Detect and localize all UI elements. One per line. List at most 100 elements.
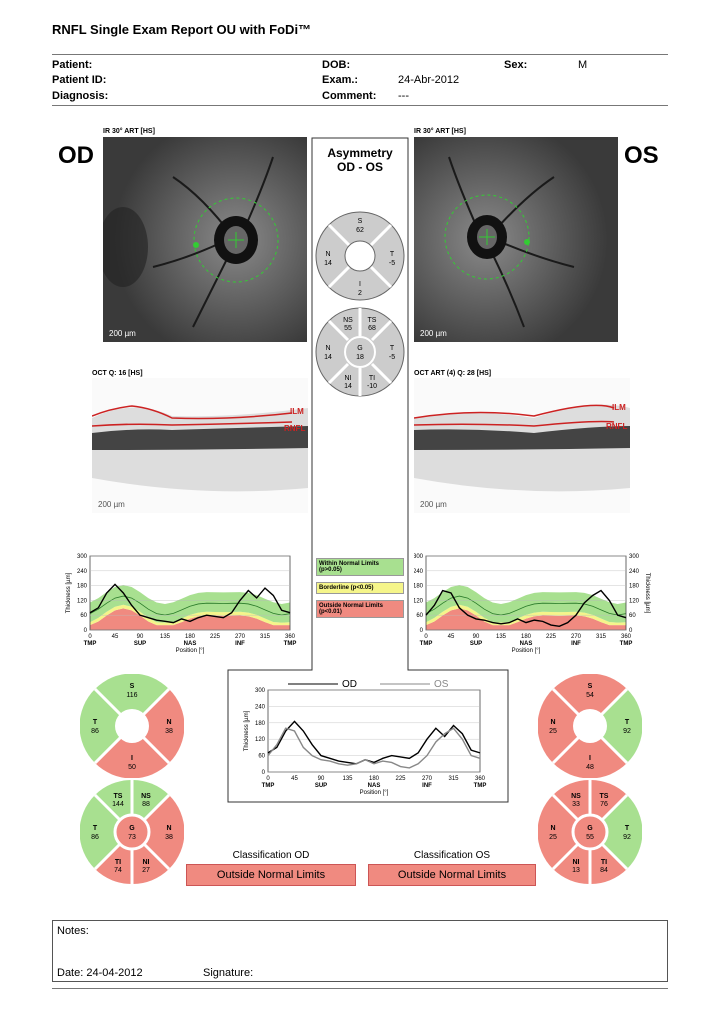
legend-within: Within Normal Limits (p>0.05) xyxy=(316,558,404,576)
svg-text:T: T xyxy=(390,345,395,352)
legend-borderline: Borderline (p<0.05) xyxy=(316,582,404,594)
os-fundus-scale: 200 µm xyxy=(420,329,447,338)
patient-label: Patient: xyxy=(52,59,93,71)
y-tick-label: 0 xyxy=(420,628,424,634)
od-ilm-label: ILM xyxy=(290,407,304,416)
y-axis-label: Thickness [µm] xyxy=(66,572,72,613)
svg-text:TS: TS xyxy=(368,317,377,324)
region-label: TMP xyxy=(84,641,97,647)
od-ti-value: 74 xyxy=(114,867,122,874)
os-ns-value: 33 xyxy=(572,801,580,808)
svg-text:G: G xyxy=(129,825,135,832)
y-tick-label: 240 xyxy=(77,569,88,575)
x-tick-label: 270 xyxy=(235,634,246,640)
y-tick-label-right: 60 xyxy=(629,613,636,619)
y-tick-label: 300 xyxy=(414,554,424,560)
notes-box[interactable]: Notes: Date: 24-04-2012 Signature: xyxy=(52,920,668,982)
region-label: NAS xyxy=(184,641,197,647)
x-axis-label: Position [°] xyxy=(512,648,541,654)
os-ilm-label: ILM xyxy=(612,403,626,412)
comment-label: Comment: xyxy=(322,90,377,102)
asym-t-value: -5 xyxy=(389,260,395,267)
os-bscan-scale: 200 µm xyxy=(420,500,447,509)
os-ts-value: 76 xyxy=(600,801,608,808)
x-tick-label: 270 xyxy=(571,634,582,640)
os-oct-label: OCT ART (4) Q: 28 [HS] xyxy=(414,370,492,377)
os-sector-circle: S 54 N 25 T 92 I 48 xyxy=(538,674,642,778)
y-tick-label: 240 xyxy=(414,569,424,575)
asym-n-label: N xyxy=(325,251,330,258)
x-tick-label: 360 xyxy=(621,634,632,640)
x-tick-label: 270 xyxy=(422,776,433,782)
os-fundus-image: 200 µm xyxy=(414,137,618,342)
asym-ts-value: 68 xyxy=(368,325,376,332)
x-tick-label: 315 xyxy=(260,634,271,640)
os-dt-value: 92 xyxy=(623,834,631,841)
y-tick-label: 0 xyxy=(262,770,266,776)
y-tick-label: 60 xyxy=(80,613,87,619)
signature-label: Signature: xyxy=(203,967,254,979)
os-dn-value: 25 xyxy=(549,834,557,841)
od-detail-circle: TS 144 NS 88 T 86 G 73 N 38 TI 74 NI 27 xyxy=(80,780,184,884)
divider xyxy=(52,988,668,989)
x-tick-label: 180 xyxy=(369,776,380,782)
y-tick-label: 60 xyxy=(258,754,265,760)
x-tick-label: 135 xyxy=(160,634,171,640)
asym-g-value: 18 xyxy=(356,354,364,361)
legend-outside: Outside Normal Limits (p<0.01) xyxy=(316,600,404,618)
svg-text:N: N xyxy=(166,719,171,726)
legend-label-od: OD xyxy=(342,679,357,690)
x-tick-label: 360 xyxy=(285,634,296,640)
od-bscan-image: ILM RNFL 200 µm xyxy=(92,378,308,513)
asymmetry-title-line1: Asymmetry xyxy=(327,146,393,160)
os-i-value: 48 xyxy=(586,764,594,771)
y-tick-label: 180 xyxy=(77,584,88,590)
x-tick-label: 225 xyxy=(210,634,221,640)
legend-within-p: (p>0.05) xyxy=(319,567,342,573)
asym-i-value: 2 xyxy=(358,290,362,297)
od-fundus-scale: 200 µm xyxy=(109,329,136,338)
svg-text:N: N xyxy=(550,825,555,832)
os-g-value: 55 xyxy=(586,834,594,841)
patient-id-label: Patient ID: xyxy=(52,74,107,86)
svg-text:N: N xyxy=(325,345,330,352)
od-bscan-scale: 200 µm xyxy=(98,500,125,509)
svg-text:I: I xyxy=(589,755,591,762)
svg-text:TI: TI xyxy=(369,375,375,382)
os-t-value: 92 xyxy=(623,728,631,735)
os-n-value: 25 xyxy=(549,728,557,735)
x-axis-label: Position [°] xyxy=(360,790,389,796)
x-tick-label: 180 xyxy=(185,634,196,640)
x-tick-label: 45 xyxy=(112,634,119,640)
asymmetry-detail-circle: NS 55 TS 68 N 14 G 18 T -5 NI 14 TI -10 xyxy=(315,307,405,397)
svg-text:N: N xyxy=(166,825,171,832)
x-tick-label: 90 xyxy=(137,634,144,640)
od-g-value: 73 xyxy=(128,834,136,841)
asymmetry-title: Asymmetry OD - OS xyxy=(312,146,408,174)
x-tick-label: 180 xyxy=(521,634,532,640)
y-axis-label: Thickness [µm] xyxy=(244,710,250,751)
divider xyxy=(52,54,668,55)
svg-text:TS: TS xyxy=(600,793,609,800)
od-i-value: 50 xyxy=(128,764,136,771)
series-line-od xyxy=(267,720,481,765)
svg-text:NI: NI xyxy=(345,375,352,382)
band-within xyxy=(90,584,290,623)
os-rnfl-label: RNFL xyxy=(606,422,627,431)
comment-value: --- xyxy=(398,90,409,102)
asym-i-label: I xyxy=(359,281,361,288)
region-label: TMP xyxy=(420,641,433,647)
os-ni-value: 13 xyxy=(572,867,580,874)
region-label: TMP xyxy=(620,641,633,647)
svg-text:T: T xyxy=(93,825,98,832)
svg-text:TS: TS xyxy=(114,793,123,800)
series-line-thickness xyxy=(89,583,291,624)
od-ns-value: 88 xyxy=(142,801,150,808)
svg-text:NS: NS xyxy=(571,793,581,800)
svg-text:N: N xyxy=(550,719,555,726)
od-oct-label: OCT Q: 16 [HS] xyxy=(92,370,143,377)
date-label: Date: 24-04-2012 xyxy=(57,967,143,979)
x-tick-label: 225 xyxy=(546,634,557,640)
svg-text:T: T xyxy=(625,825,630,832)
od-dt-value: 86 xyxy=(91,834,99,841)
